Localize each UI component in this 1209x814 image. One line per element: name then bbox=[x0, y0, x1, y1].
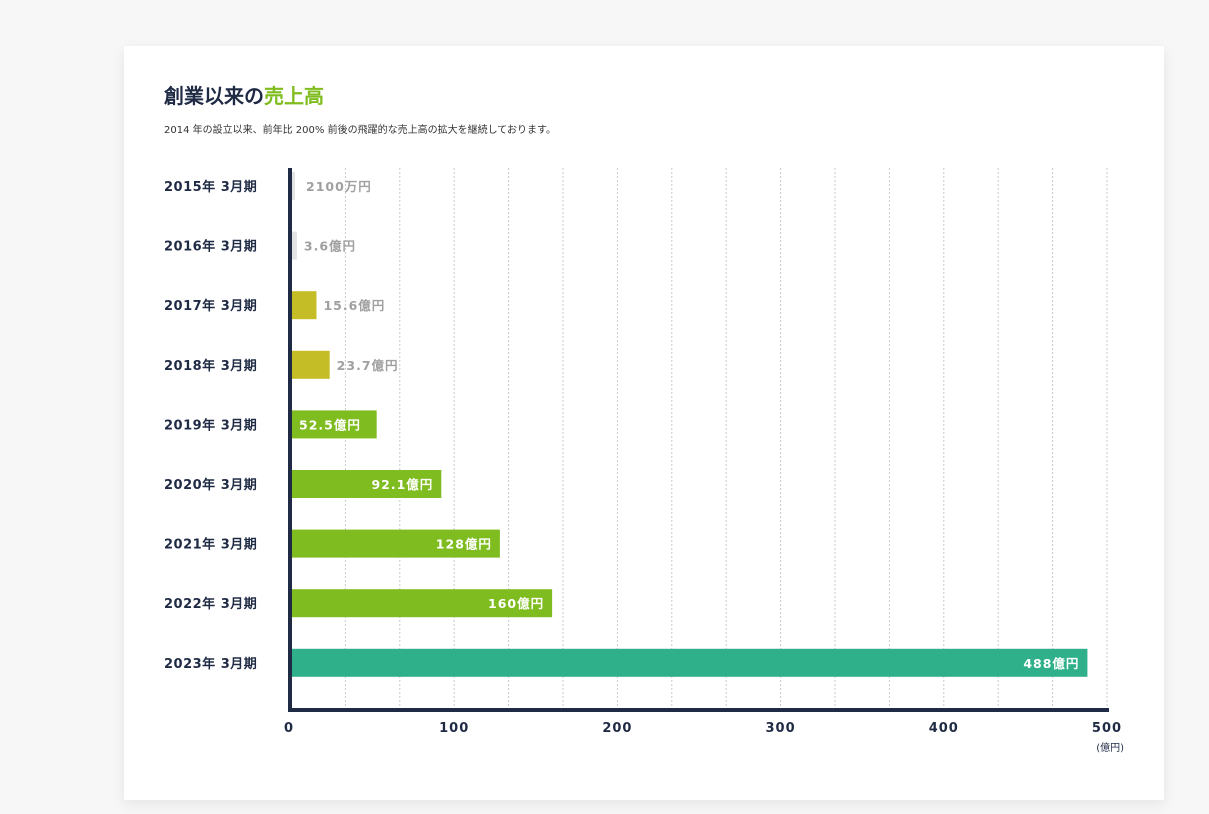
category-label: 2023年 3月期 bbox=[164, 656, 257, 672]
bar-2015年 3月期 bbox=[291, 172, 295, 200]
value-label: 52.5億円 bbox=[299, 417, 361, 432]
value-label: 92.1億円 bbox=[371, 477, 433, 492]
x-tick-label: 300 bbox=[766, 721, 796, 736]
bar-2017年 3月期 bbox=[291, 291, 317, 320]
category-label: 2019年 3月期 bbox=[164, 417, 257, 433]
value-label: 160億円 bbox=[488, 596, 544, 611]
bar-2021年 3月期 bbox=[291, 529, 500, 558]
x-unit-label: (億円) bbox=[1096, 741, 1124, 754]
category-label: 2020年 3月期 bbox=[164, 477, 257, 493]
bar-2016年 3月期 bbox=[291, 231, 297, 260]
value-label: 15.6億円 bbox=[323, 298, 385, 313]
chart-subtitle: 2014 年の設立以来、前年比 200% 前後の飛躍的な売上高の拡大を継続してお… bbox=[164, 125, 556, 136]
value-label: 488億円 bbox=[1023, 656, 1079, 671]
x-tick-label: 200 bbox=[602, 721, 632, 736]
value-label: 3.6億円 bbox=[304, 239, 356, 254]
x-tick-label: 500 bbox=[1092, 721, 1122, 736]
category-label: 2022年 3月期 bbox=[164, 596, 257, 612]
category-label: 2017年 3月期 bbox=[164, 298, 257, 314]
title-prefix: 創業以来の bbox=[164, 84, 264, 108]
category-label: 2016年 3月期 bbox=[164, 239, 257, 255]
bar-2022年 3月期 bbox=[291, 589, 553, 618]
category-label: 2015年 3月期 bbox=[164, 179, 257, 195]
bar-2023年 3月期 bbox=[291, 648, 1088, 677]
bar-2018年 3月期 bbox=[291, 350, 330, 379]
x-tick-label: 0 bbox=[284, 721, 294, 736]
category-label: 2021年 3月期 bbox=[164, 537, 257, 553]
title-accent: 売上高 bbox=[264, 84, 324, 108]
value-label: 2100万円 bbox=[306, 179, 372, 194]
chart-title: 創業以来の売上高 bbox=[164, 80, 324, 109]
bar-2019年 3月期 bbox=[291, 410, 377, 439]
bar-2020年 3月期 bbox=[291, 470, 442, 498]
x-tick-label: 100 bbox=[439, 721, 469, 736]
x-tick-label: 400 bbox=[929, 721, 959, 736]
category-label: 2018年 3月期 bbox=[164, 358, 257, 374]
value-label: 23.7億円 bbox=[337, 358, 399, 373]
value-label: 128億円 bbox=[436, 537, 492, 552]
